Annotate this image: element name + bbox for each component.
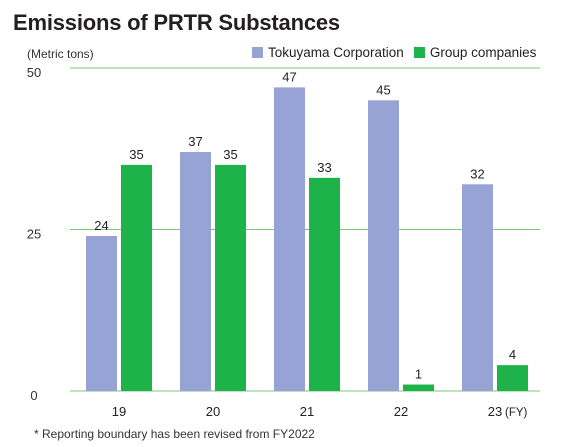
x-tick-label: 22 [394, 404, 408, 419]
y-tick-label: 25 [27, 227, 41, 242]
data-label: 37 [188, 134, 202, 149]
bar-tokuyama [274, 87, 305, 391]
data-label: 45 [376, 82, 390, 97]
legend-swatch-tokuyama [252, 47, 263, 58]
data-label: 24 [94, 218, 108, 233]
bar-group [215, 164, 246, 391]
bar-group [403, 384, 434, 391]
data-label: 35 [223, 147, 237, 162]
legend: Tokuyama Corporation Group companies [252, 45, 546, 60]
data-label: 35 [129, 147, 143, 162]
bar-tokuyama [86, 235, 117, 391]
x-axis-suffix: (FY) [505, 407, 528, 419]
bar-group [309, 177, 340, 391]
footnote: * Reporting boundary has been revised fr… [34, 427, 315, 441]
y-tick-label: 50 [27, 65, 41, 80]
data-label: 1 [415, 367, 422, 382]
bar-tokuyama [462, 184, 493, 391]
data-label: 47 [282, 69, 296, 84]
bar-tokuyama [368, 100, 399, 392]
x-tick-label: 23 [488, 404, 502, 419]
data-label: 32 [470, 166, 484, 181]
chart-title: Emissions of PRTR Substances [13, 10, 340, 35]
legend-item-tokuyama: Tokuyama Corporation [252, 45, 404, 60]
y-unit-label: (Metric tons) [27, 47, 94, 61]
bar-group [497, 365, 528, 391]
legend-label-tokuyama: Tokuyama Corporation [268, 45, 404, 60]
data-label: 33 [317, 160, 331, 175]
x-tick-label: 21 [300, 404, 314, 419]
legend-swatch-group [413, 47, 425, 58]
y-tick-label: 0 [30, 388, 37, 403]
legend-item-group: Group companies [413, 45, 537, 60]
data-label: 4 [509, 347, 516, 362]
bar-group [121, 164, 152, 391]
x-tick-label: 19 [112, 404, 126, 419]
bar-tokuyama [180, 151, 211, 391]
legend-label-group: Group companies [429, 45, 537, 60]
x-tick-label: 20 [206, 404, 220, 419]
